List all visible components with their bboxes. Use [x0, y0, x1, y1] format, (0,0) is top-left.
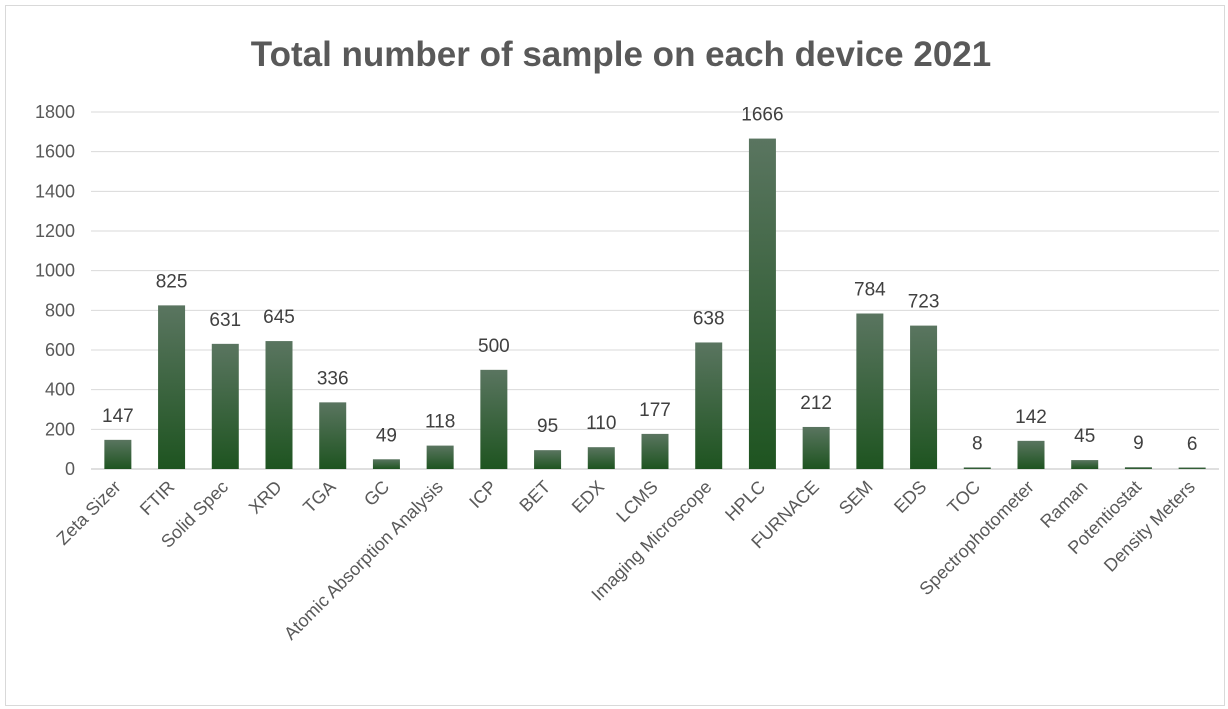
- bar: [641, 433, 669, 469]
- category-label: HPLC: [721, 477, 769, 525]
- bar: [910, 325, 938, 469]
- data-label: 147: [102, 406, 134, 427]
- y-tick-label: 600: [45, 340, 75, 360]
- y-tick-label: 1400: [35, 181, 75, 201]
- category-label: TGA: [299, 477, 339, 517]
- category-label: SEM: [835, 477, 877, 519]
- bar: [1178, 467, 1206, 469]
- category-label: FTIR: [136, 477, 178, 519]
- category-label: XRD: [245, 477, 286, 518]
- y-tick-label: 1200: [35, 221, 75, 241]
- bar: [426, 445, 454, 469]
- bar: [1017, 440, 1045, 469]
- bar: [319, 402, 347, 469]
- data-label: 645: [263, 307, 295, 328]
- data-label: 45: [1074, 426, 1095, 447]
- data-label: 784: [854, 280, 886, 301]
- data-label: 212: [800, 393, 832, 414]
- data-label: 95: [537, 416, 558, 437]
- y-tick-label: 1800: [35, 102, 75, 122]
- data-label: 336: [317, 368, 349, 389]
- bar: [1071, 460, 1099, 469]
- category-label: GC: [360, 477, 393, 510]
- bars: [104, 138, 1206, 469]
- data-label: 825: [156, 271, 188, 292]
- chart-title: Total number of sample on each device 20…: [251, 35, 991, 74]
- y-tick-label: 800: [45, 300, 75, 320]
- y-tick-label: 400: [45, 380, 75, 400]
- data-label: 1666: [741, 105, 783, 126]
- category-label: Density Meters: [1100, 477, 1199, 576]
- data-label: 142: [1015, 407, 1047, 428]
- data-label: 631: [209, 310, 241, 331]
- bar: [802, 426, 830, 469]
- bar: [748, 138, 776, 469]
- bar: [1124, 467, 1152, 469]
- bar: [372, 459, 400, 469]
- category-label: Zeta Sizer: [53, 477, 125, 549]
- y-tick-label: 200: [45, 419, 75, 439]
- data-label: 177: [639, 400, 671, 421]
- data-label: 9: [1133, 433, 1144, 454]
- data-label: 723: [908, 292, 940, 313]
- chart-frame: Total number of sample on each device 20…: [5, 5, 1225, 706]
- bar-chart: Total number of sample on each device 20…: [35, 35, 1219, 644]
- bar: [211, 343, 239, 469]
- y-tick-label: 1000: [35, 261, 75, 281]
- bar: [695, 342, 723, 469]
- bar: [265, 341, 293, 469]
- category-label: BET: [515, 477, 554, 516]
- bar: [104, 439, 132, 469]
- bar: [963, 467, 991, 469]
- data-label: 500: [478, 336, 510, 357]
- data-label: 118: [425, 412, 455, 433]
- y-tick-label: 1600: [35, 142, 75, 162]
- data-label: 6: [1187, 434, 1198, 455]
- category-label: LCMS: [612, 477, 662, 527]
- bar: [480, 369, 508, 469]
- category-label: TOC: [943, 477, 984, 518]
- bar: [534, 450, 562, 469]
- data-label: 49: [376, 425, 397, 446]
- data-label: 8: [972, 433, 983, 454]
- data-label: 638: [693, 308, 725, 329]
- category-label: ICP: [465, 477, 500, 512]
- bar: [158, 305, 186, 469]
- category-label: EDX: [568, 477, 608, 517]
- bar: [587, 447, 615, 469]
- data-label: 110: [586, 413, 616, 434]
- y-axis-ticks: 0 200 400 600 800 1000 1200 1400 1600 1800: [35, 102, 75, 479]
- y-tick-label: 0: [65, 459, 75, 479]
- category-label: EDS: [890, 477, 930, 517]
- bar: [856, 313, 884, 469]
